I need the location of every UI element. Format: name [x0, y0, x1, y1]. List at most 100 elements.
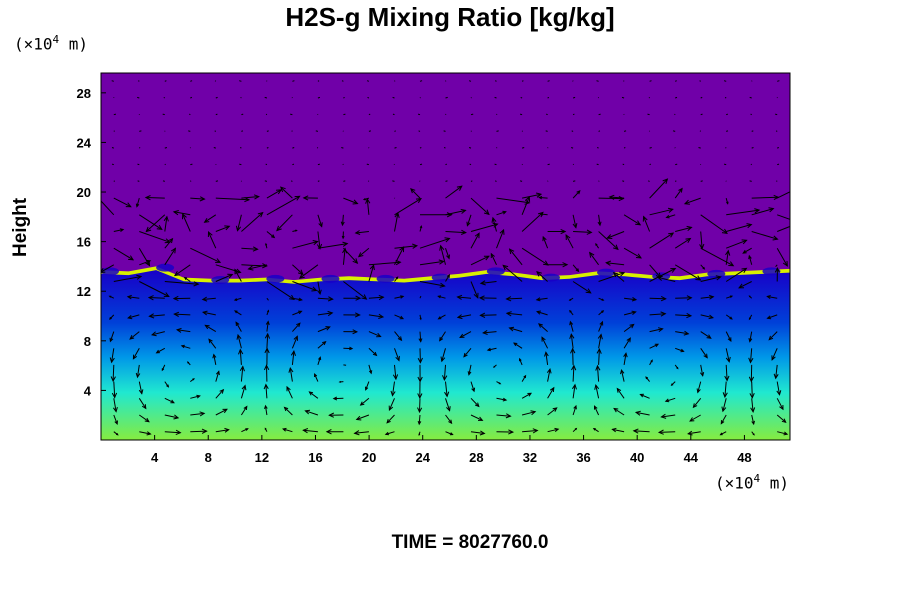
velocity-arrowhead — [163, 215, 169, 222]
velocity-arrow — [137, 180, 140, 182]
velocity-arrow — [596, 80, 599, 82]
velocity-arrow — [720, 414, 727, 424]
velocity-arrowhead — [570, 347, 576, 354]
velocity-arrow — [266, 297, 269, 301]
velocity-arrowhead — [182, 213, 187, 220]
velocity-arrowhead — [459, 333, 465, 339]
velocity-arrowhead — [352, 329, 359, 335]
interface-eddy — [707, 269, 726, 278]
velocity-arrowhead — [354, 312, 361, 318]
velocity-arrowhead — [616, 387, 622, 393]
velocity-arrow — [162, 113, 165, 116]
velocity-arrow — [509, 327, 523, 333]
velocity-arrowhead — [145, 226, 152, 233]
velocity-arrow — [572, 190, 581, 199]
y-tick-label: 4 — [84, 383, 92, 398]
velocity-arrow — [419, 147, 422, 149]
velocity-arrow — [738, 281, 752, 289]
velocity-arrow — [113, 130, 115, 132]
velocity-arrowhead — [782, 260, 788, 267]
velocity-arrowhead — [235, 225, 242, 232]
velocity-arrowhead — [442, 375, 448, 382]
velocity-arrow — [649, 343, 659, 349]
velocity-arrow — [164, 248, 176, 266]
velocity-arrowhead — [565, 233, 571, 241]
velocity-arrow — [164, 238, 173, 249]
velocity-arrow — [129, 331, 140, 340]
velocity-arrow — [343, 113, 346, 116]
velocity-arrowhead — [508, 429, 515, 435]
velocity-arrowhead — [175, 429, 182, 436]
velocity-arrow — [113, 180, 115, 182]
velocity-arrow — [111, 348, 115, 363]
velocity-arrow — [623, 311, 636, 316]
velocity-arrow — [276, 214, 293, 231]
velocity-arrow — [394, 348, 400, 361]
velocity-arrow — [174, 313, 191, 316]
velocity-arrowhead — [173, 414, 180, 420]
velocity-arrowhead — [797, 221, 802, 225]
velocity-arrowhead — [706, 334, 712, 339]
velocity-arrowhead — [236, 333, 242, 340]
velocity-arrow — [240, 366, 244, 382]
velocity-arrow — [367, 96, 370, 99]
velocity-arrow — [633, 430, 650, 433]
velocity-arrowhead — [783, 431, 789, 436]
velocity-arrowhead — [233, 298, 238, 301]
velocity-arrowhead — [750, 407, 756, 414]
interface-eddy — [431, 273, 450, 282]
velocity-arrow — [392, 381, 395, 396]
velocity-arrow — [572, 180, 576, 182]
velocity-arrowhead — [302, 195, 309, 201]
velocity-arrowhead — [239, 365, 245, 372]
velocity-arrow — [621, 96, 625, 99]
velocity-arrow — [699, 130, 702, 132]
velocity-arrowhead — [493, 365, 496, 368]
velocity-arrow — [215, 274, 233, 282]
velocity-arrow — [521, 130, 523, 132]
velocity-arrow — [148, 297, 165, 299]
velocity-arrowhead — [568, 298, 572, 301]
velocity-arrow — [496, 113, 498, 116]
x-tick-label: 28 — [469, 450, 483, 465]
velocity-arrow — [241, 130, 244, 132]
velocity-arrowhead — [692, 403, 698, 409]
velocity-arrowhead — [283, 406, 289, 412]
velocity-arrow — [239, 163, 242, 166]
velocity-arrowhead — [203, 217, 210, 223]
velocity-arrow — [190, 80, 193, 82]
velocity-arrowhead — [667, 207, 674, 213]
velocity-arrow — [749, 331, 753, 342]
velocity-arrowhead — [119, 228, 125, 232]
velocity-arrowhead — [395, 259, 402, 266]
velocity-arrow — [317, 163, 320, 166]
velocity-arrow — [606, 262, 625, 266]
time-label: TIME = 8027760.0 — [391, 532, 549, 553]
velocity-arrowhead — [657, 429, 664, 435]
velocity-arrowhead — [219, 388, 225, 394]
velocity-arrowhead — [417, 376, 423, 383]
velocity-arrowhead — [699, 243, 705, 250]
velocity-arrow — [164, 414, 179, 419]
velocity-arrow — [317, 312, 333, 316]
velocity-arrowhead — [372, 351, 378, 357]
y-tick-label: 20 — [77, 185, 91, 200]
velocity-arrowhead — [538, 196, 543, 200]
velocity-arrowhead — [412, 243, 419, 249]
velocity-arrowhead — [257, 211, 264, 218]
interface-eddy — [376, 274, 395, 283]
velocity-arrowhead — [318, 356, 322, 361]
velocity-arrow — [138, 381, 143, 394]
velocity-arrow — [280, 186, 293, 199]
velocity-arrow — [202, 311, 216, 316]
velocity-arrow — [139, 214, 163, 230]
velocity-arrow — [215, 389, 224, 399]
velocity-arrowhead — [264, 427, 267, 430]
velocity-arrowhead — [776, 390, 782, 396]
velocity-arrow — [265, 113, 268, 116]
velocity-arrow — [264, 96, 268, 99]
velocity-arrow — [215, 408, 228, 416]
x-tick-label: 20 — [362, 450, 376, 465]
velocity-arrow — [597, 365, 600, 382]
velocity-arrow — [572, 384, 576, 399]
